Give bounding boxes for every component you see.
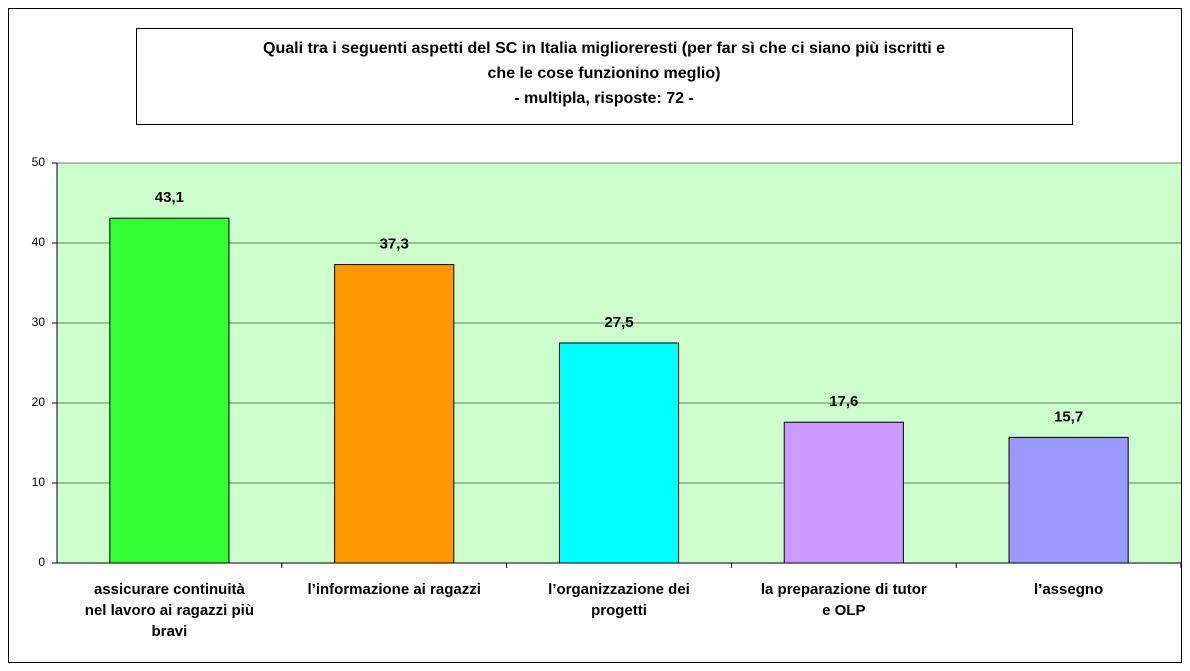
y-tick-label: 20: [32, 395, 46, 409]
bar: [783, 421, 904, 564]
bar: [558, 342, 680, 564]
x-tick-label: l’informazione ai ragazzi: [308, 581, 481, 598]
x-tick-label: l’organizzazione dei: [548, 581, 690, 598]
x-tick-label: la preparazione di tutor: [761, 581, 927, 598]
value-label: 15,7: [1054, 408, 1083, 425]
chart-title: che le cose funzionino meglio): [488, 65, 721, 82]
value-label: 37,3: [380, 236, 409, 253]
x-tick-label: assicurare continuità: [94, 581, 246, 598]
x-tick-label: progetti: [591, 602, 647, 619]
y-tick-label: 30: [32, 315, 46, 329]
bar: [334, 264, 455, 564]
bar: [109, 217, 230, 564]
x-tick-label: nel lavoro ai ragazzi più: [85, 602, 254, 619]
bar: [1008, 436, 1129, 564]
x-tick-label: e OLP: [822, 602, 865, 619]
chart-title: Quali tra i seguenti aspetti del SC in I…: [263, 40, 945, 57]
title-box: [136, 28, 1073, 125]
x-tick-label: l’assegno: [1034, 581, 1103, 598]
value-label: 43,1: [155, 189, 184, 206]
y-tick-label: 40: [32, 235, 46, 249]
x-tick-label: bravi: [151, 623, 187, 640]
y-tick-label: 10: [32, 475, 46, 489]
value-label: 17,6: [829, 393, 858, 410]
y-tick-label: 50: [32, 155, 46, 169]
y-tick-label: 0: [38, 555, 45, 569]
value-label: 27,5: [604, 314, 633, 331]
chart-title: - multipla, risposte: 72 -: [514, 90, 694, 107]
